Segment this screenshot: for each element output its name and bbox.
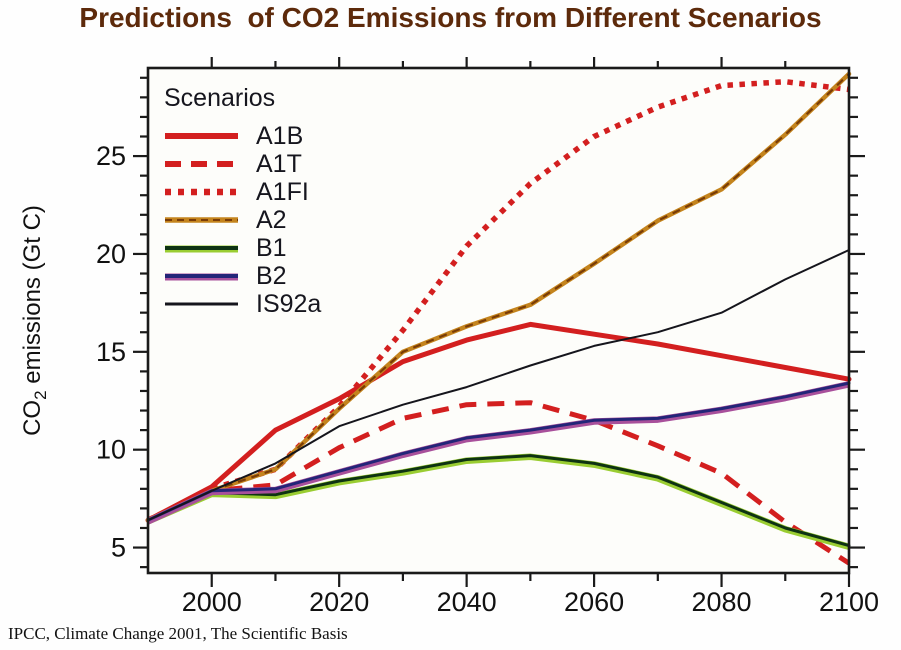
svg-text:5: 5 [111,533,126,563]
series-a2 [145,71,852,523]
series-a1b [145,321,852,523]
legend-item-a2: A2 [162,206,321,234]
series-lines [145,71,852,566]
series-b1 [146,453,851,550]
legend-line-a1b [165,133,238,139]
legend-label-a2: A2 [256,205,287,234]
page-title: Predictions of CO2 Emissions from Differ… [79,2,822,33]
legend-item-b2: B2 [162,262,321,290]
legend-line-a1t [165,161,238,167]
series-is92a [147,249,850,522]
legend-line-a2 [165,217,238,223]
svg-text:2040: 2040 [437,587,497,617]
chart-legend: Scenarios A1B A1T A1FI A2 B1 B2 IS92a [162,84,321,318]
svg-text:2060: 2060 [564,587,624,617]
legend-label-is92a: IS92a [256,289,322,318]
source-citation: IPCC, Climate Change 2001, The Scientifi… [8,624,348,643]
legend-item-is92a: IS92a [162,290,321,318]
legend-line-a1fi [165,188,238,196]
svg-text:10: 10 [96,435,126,465]
legend-label-b1: B1 [256,233,287,262]
legend-item-a1b: A1B [162,122,321,150]
legend-item-b1: B1 [162,234,321,262]
legend-item-a1t: A1T [162,150,321,178]
svg-text:2000: 2000 [182,587,242,617]
legend-label-a1t: A1T [256,149,302,178]
legend-label-a1b: A1B [256,121,304,150]
plot-frame [146,66,851,575]
legend-line-is92a [165,302,238,306]
legend-line-b2 [165,273,238,281]
y-axis-labels: 5 10 15 20 25 [96,141,126,562]
svg-text:2080: 2080 [692,587,752,617]
legend-line-b1 [165,245,238,253]
svg-text:25: 25 [96,141,126,171]
svg-text:2020: 2020 [309,587,369,617]
axis-ticks [133,57,865,587]
legend-item-a1fi: A1FI [162,178,321,206]
y-axis-title: CO2 emissions (Gt C) [19,205,50,436]
svg-text:20: 20 [96,239,126,269]
legend-label-a1fi: A1FI [256,177,309,206]
series-b2 [146,381,851,525]
legend-title: Scenarios [164,84,276,112]
svg-text:2100: 2100 [819,587,879,617]
legend-label-b2: B2 [256,261,287,290]
x-axis-labels: 2000 2020 2040 2060 2080 2100 [182,587,879,617]
svg-text:15: 15 [96,337,126,367]
series-a1fi [146,78,850,523]
series-a1t [146,400,851,566]
